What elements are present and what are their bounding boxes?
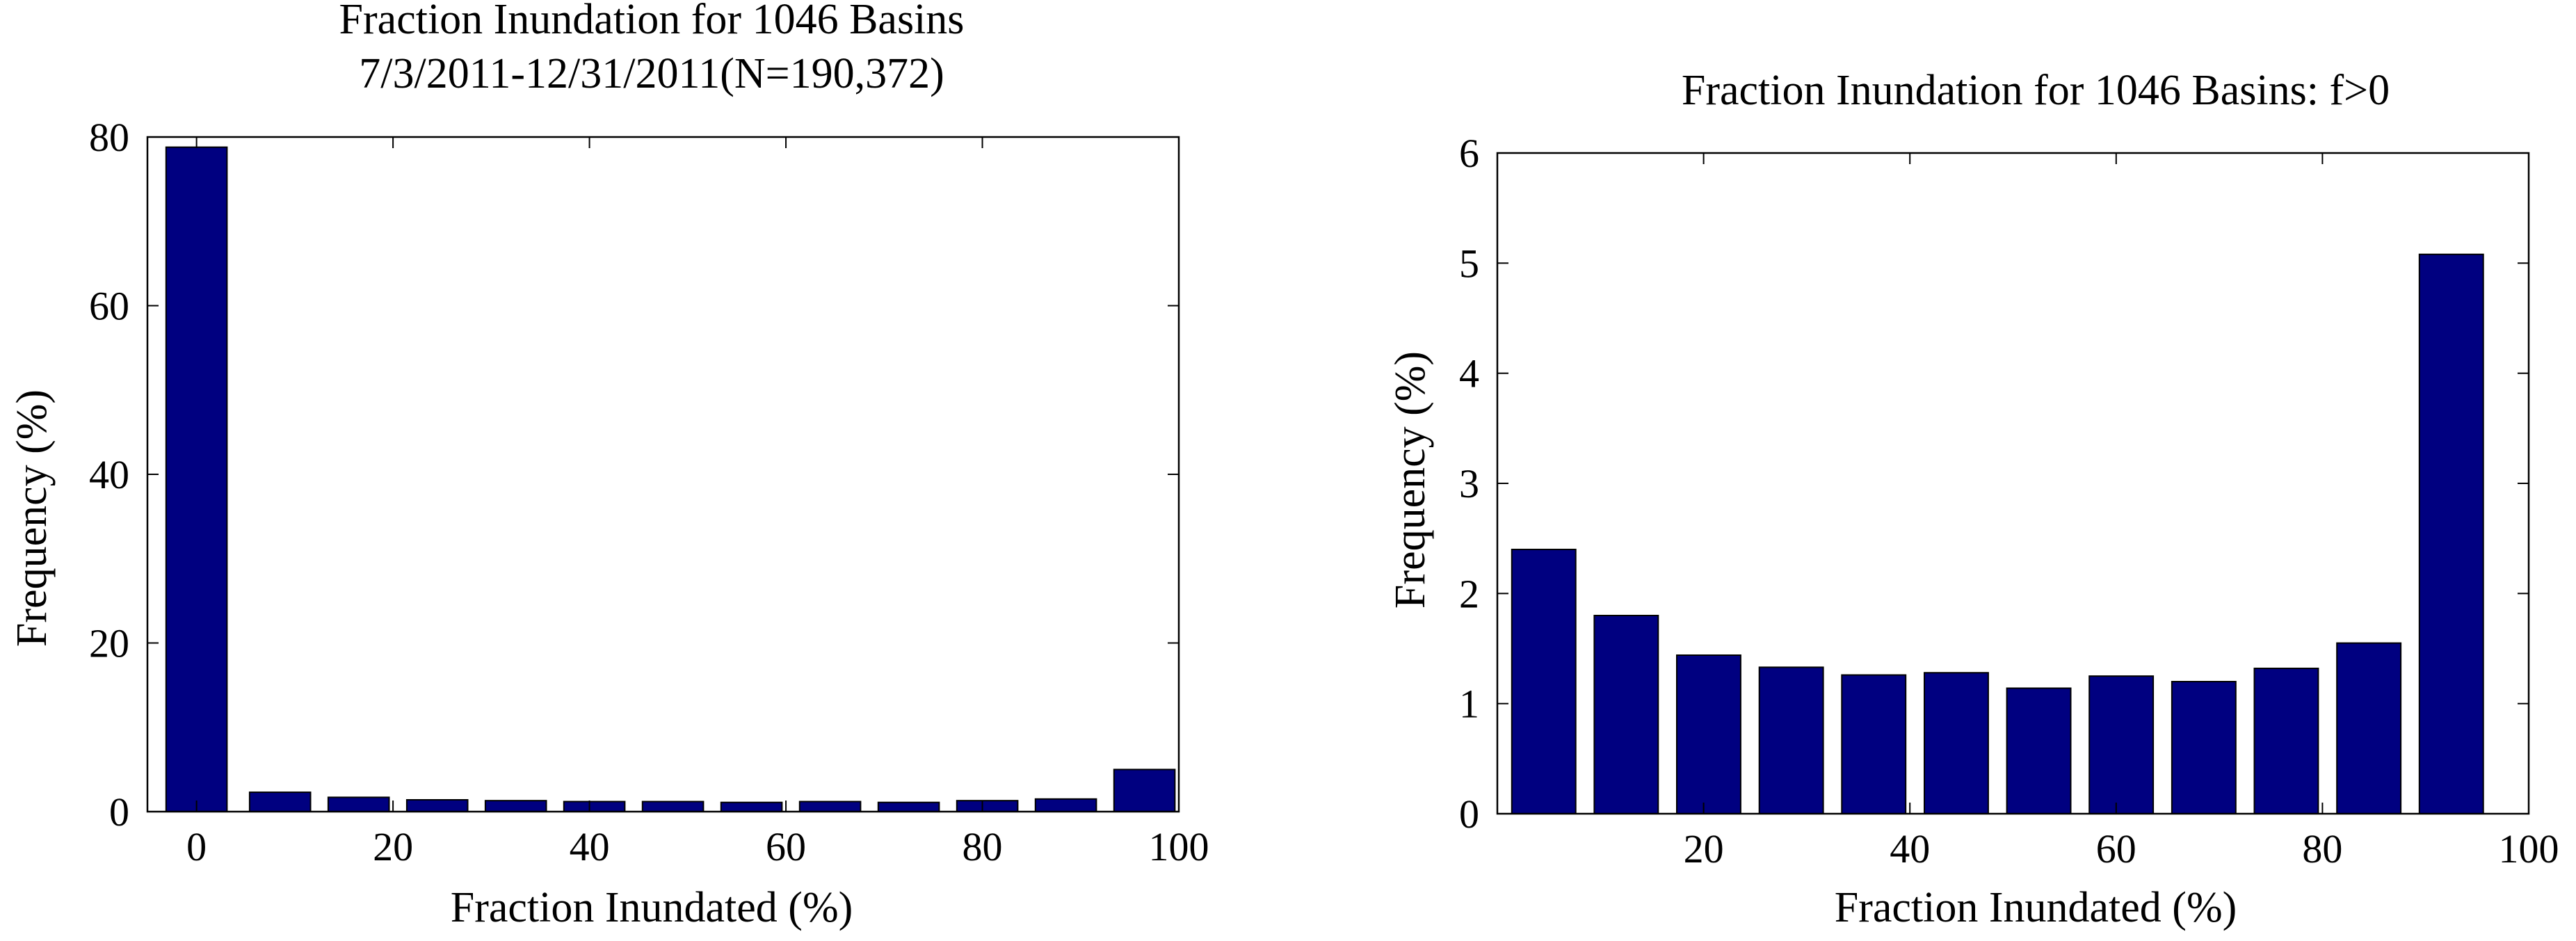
chart-1-y-tick-label: 20 <box>89 621 129 666</box>
chart-1-title: Fraction Inundation for 1046 Basins <box>339 0 965 43</box>
chart-1-x-axis-label: Fraction Inundated (%) <box>451 884 853 931</box>
chart-2-x-tick-label: 20 <box>1684 826 1724 871</box>
chart-1-bar <box>1113 769 1176 813</box>
chart-1-bar <box>248 791 312 812</box>
chart-1-bar <box>877 801 940 812</box>
chart-1-x-tick-label: 20 <box>373 824 413 869</box>
chart-2-bar <box>2006 687 2072 814</box>
chart-1-subtitle: 7/3/2011-12/31/2011(N=190,372) <box>359 50 944 97</box>
chart-2-bar <box>1841 674 1907 814</box>
chart-2-x-tick-label: 100 <box>2499 826 2559 871</box>
chart-2-y-tick-label: 5 <box>1459 241 1479 286</box>
chart-2-bar <box>2088 675 2155 814</box>
chart-2-x-tick-label: 80 <box>2302 826 2342 871</box>
chart-2-bar <box>2171 681 2237 814</box>
chart-2-bar <box>1924 672 1989 814</box>
chart-2-y-tick-label: 6 <box>1459 131 1479 176</box>
chart-1-bar <box>956 800 1019 812</box>
chart-1-bar <box>798 801 862 812</box>
chart-2-y-tick-label: 1 <box>1459 682 1479 727</box>
chart-1-bar <box>720 801 783 812</box>
chart-1-bar <box>563 801 626 812</box>
chart-1-x-tick-label: 40 <box>570 824 610 869</box>
chart-2-bar <box>2418 253 2484 814</box>
chart-1-bar <box>327 796 390 813</box>
chart-2-x-axis-label: Fraction Inundated (%) <box>1835 884 2237 931</box>
chart-2-bar <box>2253 668 2319 814</box>
chart-2-x-tick-label: 40 <box>1890 826 1930 871</box>
chart-1-y-tick-label: 0 <box>109 789 129 835</box>
chart-2-bar <box>1593 615 1659 814</box>
chart-1-bar <box>484 800 547 812</box>
chart-2: Fraction Inundation for 1046 Basins: f>0… <box>1387 67 2559 931</box>
chart-1-bar <box>641 801 705 812</box>
chart-1-y-tick-label: 80 <box>89 115 129 160</box>
chart-2-y-tick-label: 3 <box>1459 461 1479 506</box>
chart-2-y-tick-label: 2 <box>1459 571 1479 616</box>
chart-1: Fraction Inundation for 1046 Basins 7/3/… <box>8 0 1209 931</box>
chart-1-x-tick-label: 100 <box>1149 824 1209 869</box>
chart-1-x-tick-label: 0 <box>186 824 207 869</box>
chart-1-y-axis-label: Frequency (%) <box>8 389 56 647</box>
chart-1-x-tick-label: 60 <box>766 824 806 869</box>
chart-2-title: Fraction Inundation for 1046 Basins: f>0 <box>1682 67 2390 114</box>
chart-1-bar <box>1034 798 1097 813</box>
chart-1-bar <box>405 799 469 812</box>
chart-2-bar <box>1758 666 1824 815</box>
chart-2-bar <box>1676 654 1741 814</box>
chart-1-bar <box>165 146 228 813</box>
chart-2-y-tick-label: 0 <box>1459 791 1479 837</box>
chart-2-x-tick-label: 60 <box>2096 826 2136 871</box>
chart-2-y-tick-label: 4 <box>1459 351 1479 396</box>
chart-2-bar <box>2336 642 2402 814</box>
chart-1-plot-frame <box>146 136 1180 813</box>
chart-2-bar <box>1511 549 1577 814</box>
chart-1-y-tick-label: 40 <box>89 452 129 497</box>
chart-1-x-tick-label: 80 <box>963 824 1003 869</box>
chart-1-y-tick-label: 60 <box>89 284 129 329</box>
chart-2-y-axis-label: Frequency (%) <box>1387 351 1434 609</box>
